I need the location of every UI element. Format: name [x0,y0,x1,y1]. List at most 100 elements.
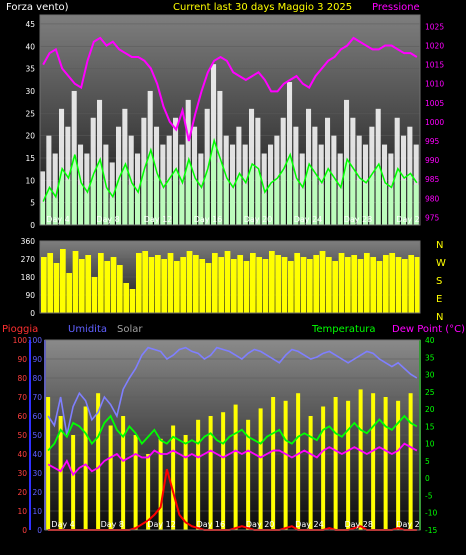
y-left-tick-label: 40 [25,42,35,51]
wind-bar [84,193,90,225]
wind-bar [230,189,236,225]
gust-bar [84,153,90,225]
wind-bar [78,184,84,225]
direction-bar [376,261,383,313]
direction-bar [414,257,421,313]
direction-bar [199,259,206,313]
solar-bar [221,412,226,530]
wind-bar [128,184,134,225]
climate-panel-frame [44,339,421,531]
solar-bar [371,393,376,530]
direction-bar [148,257,155,313]
direction-bar [98,253,104,313]
humidity-label: Umidita [68,324,107,335]
humidity-tick-label: 70 [32,393,42,402]
x-tick-label: Day 4 [51,520,74,529]
compass-n-top: N [436,240,443,251]
wind-bar [160,189,166,225]
y-left-tick-label: 25 [25,109,35,118]
y-right-tick-label: 985 [425,175,440,184]
direction-bar [351,255,358,313]
wind-bar [312,175,318,225]
wind-bar [147,153,153,225]
direction-bar [110,257,117,313]
direction-bar [218,257,225,313]
x-tick-label: Day 28 [344,215,373,224]
gust-bar [388,153,394,225]
temperature-tick-label: -10 [425,509,437,518]
temperature-tick-label: 40 [425,336,435,345]
wind-bar [122,166,128,225]
wind-bar [394,171,400,225]
wind-bar [306,166,312,225]
wind-bar [388,189,394,225]
wind-bar [173,171,179,225]
y-left-tick-label: 10 [25,176,35,185]
rain-tick-label: 50 [17,431,27,440]
dewpoint-label: Dew Point (°C) [392,324,465,335]
wind-average-line [42,137,418,202]
solar-bar [158,438,163,530]
wind-bar [337,189,343,225]
direction-bar [224,251,231,313]
solar-bar [333,397,338,530]
humidity-line [47,346,418,436]
humidity-tick-label: 10 [32,507,42,516]
direction-bar [326,257,332,313]
solar-bar [196,419,201,530]
wind-bar [198,189,204,225]
temperature-line [47,414,418,452]
direction-bar [319,251,326,313]
solar-bar [358,389,363,530]
wind-bar [135,193,141,225]
solar-bar [246,419,251,530]
wind-bar [401,180,407,225]
humidity-tick-label: 30 [32,469,42,478]
direction-bar [186,251,193,313]
direction-panel-marks [41,249,421,313]
dewpoint-line [47,442,418,477]
wind-bar [40,202,46,225]
direction-bar [307,259,313,313]
direction-bar [41,257,47,313]
direction-panel-axes: 0 90 180 270 360 [21,237,36,318]
gust-bar [337,153,343,225]
compass-n-bottom: N [436,312,443,323]
wind-bar [223,180,229,225]
y-tick-label: 180 [21,273,36,282]
gust-bar [299,153,305,225]
compass-e: E [436,294,442,305]
direction-bar [281,257,288,313]
direction-bar [85,255,92,313]
wind-bar [46,189,52,225]
direction-bar [79,259,85,313]
direction-bar [275,255,282,313]
wind-panel-axes: 0510152025303540459759809859909951000100… [25,20,444,230]
wind-bar [287,157,293,225]
wind-bar [344,162,350,225]
humidity-tick-label: 90 [32,355,42,364]
y-right-tick-label: 1010 [425,80,444,89]
gust-bar [90,117,96,225]
humidity-tick-label: 100 [28,336,43,345]
humidity-tick-label: 20 [32,488,42,497]
x-tick-label: Day 12 [144,215,173,224]
rain-tick-label: 70 [17,393,27,402]
direction-bar [338,253,345,313]
gust-bar [204,108,210,225]
wind-bar [71,157,77,225]
solar-bar [296,393,301,530]
direction-bar [389,253,396,313]
y-right-tick-label: 995 [425,137,440,146]
x-tick-label: Day 4 [46,215,69,224]
solar-bar [308,416,313,530]
solar-bar [283,400,288,530]
direction-bar [47,253,54,313]
wind-bar [299,189,305,225]
direction-bar [269,251,275,313]
wind-bar [90,175,96,225]
x-tick-label: Day 24 [295,520,324,529]
temperature-tick-label: 20 [425,405,435,414]
y-left-tick-label: 20 [25,132,35,141]
rain-tick-label: 0 [22,526,27,535]
